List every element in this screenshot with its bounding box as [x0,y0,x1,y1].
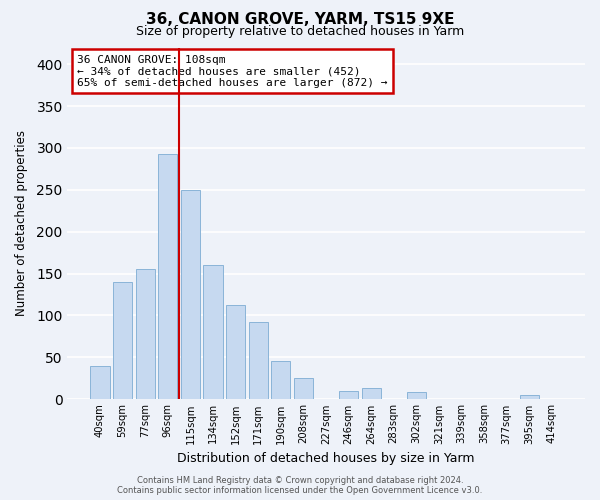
Bar [248,322,268,399]
Text: 36 CANON GROVE: 108sqm
← 34% of detached houses are smaller (452)
65% of semi-de: 36 CANON GROVE: 108sqm ← 34% of detached… [77,54,388,88]
Text: 36, CANON GROVE, YARM, TS15 9XE: 36, CANON GROVE, YARM, TS15 9XE [146,12,454,28]
Bar [520,395,539,399]
Bar [362,388,381,399]
Bar [226,304,245,399]
Bar [91,366,110,399]
X-axis label: Distribution of detached houses by size in Yarm: Distribution of detached houses by size … [177,452,475,465]
Bar [181,190,200,399]
Y-axis label: Number of detached properties: Number of detached properties [15,130,28,316]
Bar [407,392,426,399]
Bar [339,391,358,399]
Bar [113,282,132,399]
Bar [294,378,313,399]
Bar [203,265,223,399]
Bar [136,270,155,399]
Bar [158,154,178,399]
Text: Size of property relative to detached houses in Yarm: Size of property relative to detached ho… [136,25,464,38]
Bar [271,360,290,399]
Text: Contains HM Land Registry data © Crown copyright and database right 2024.
Contai: Contains HM Land Registry data © Crown c… [118,476,482,495]
